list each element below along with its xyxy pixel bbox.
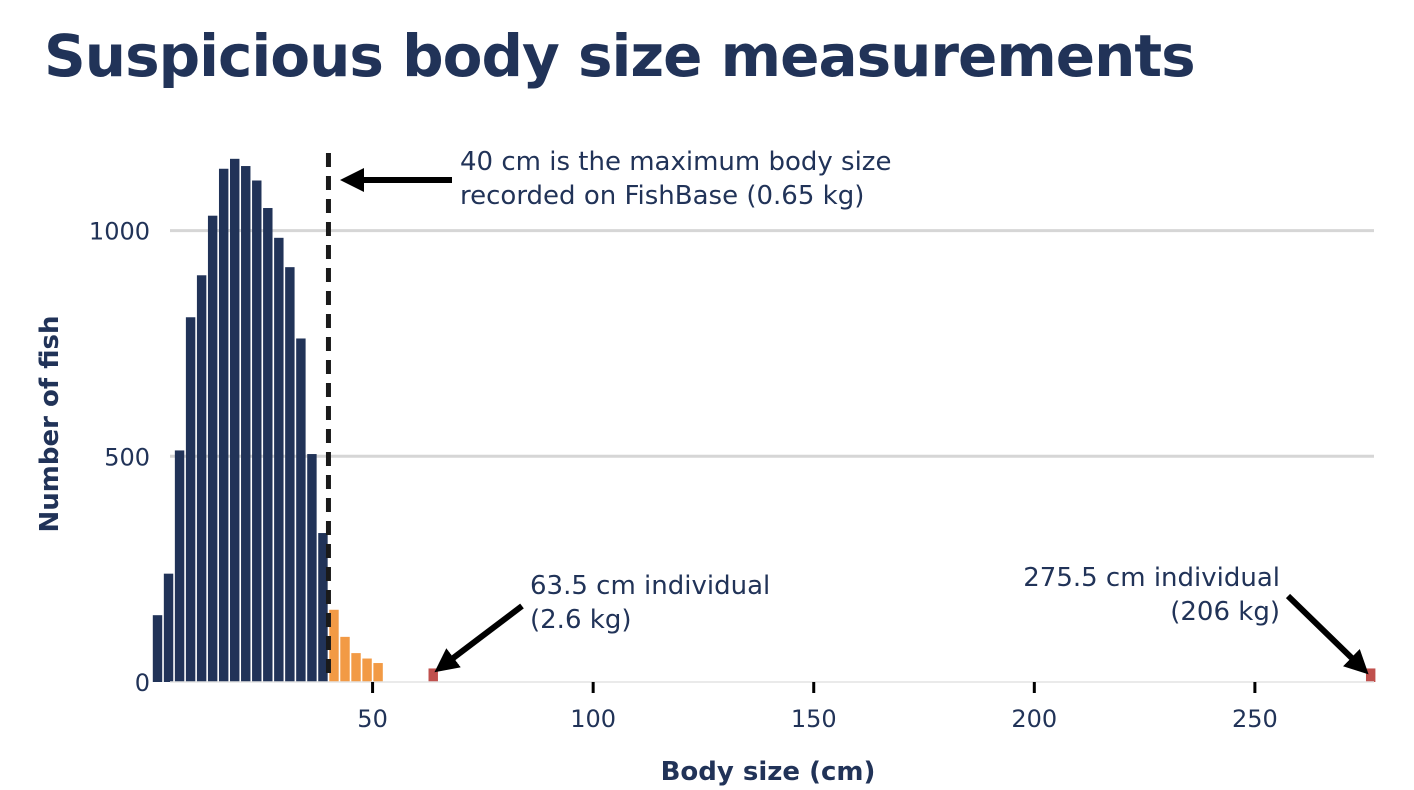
histogram-bar: [185, 317, 196, 682]
histogram-bar: [174, 450, 185, 682]
histogram-bar: [373, 663, 383, 682]
histogram-bar: [285, 267, 295, 682]
histogram-bar: [1365, 668, 1376, 682]
chart-title: Suspicious body size measurements: [44, 22, 1196, 90]
histogram-bar: [152, 615, 163, 682]
histogram-bar: [196, 275, 207, 682]
annotation-text-1: 40 cm is the maximum body size recorded o…: [460, 147, 891, 211]
histogram-bar: [241, 166, 251, 682]
x-tick-label-250: 250: [1232, 705, 1278, 733]
x-tick-label-50: 50: [357, 705, 388, 733]
x-tick-label-100: 100: [570, 705, 616, 733]
y-axis-title: Number of fish: [35, 316, 65, 533]
x-axis-title: Body size (cm): [661, 757, 876, 787]
annotations: 40 cm is the maximum body size recorded o…: [340, 147, 1369, 675]
histogram-bar: [207, 215, 218, 682]
annotation-text-2: 63.5 cm individual (2.6 kg): [530, 571, 770, 635]
histogram-bar: [362, 658, 372, 682]
histogram-bar: [230, 158, 240, 683]
gridlines: [170, 229, 1374, 458]
histogram-bar: [329, 609, 339, 682]
histogram-bar: [252, 180, 262, 683]
annotation-arrow-2: [434, 603, 524, 673]
histogram-bars: [152, 158, 1376, 683]
histogram-bar: [263, 208, 273, 682]
histogram-bar: [318, 533, 328, 682]
histogram-bar: [218, 168, 229, 682]
histogram-bar: [307, 454, 317, 682]
x-tick-label-150: 150: [791, 705, 837, 733]
y-tick-label-1000: 1000: [89, 218, 150, 246]
histogram-bar: [351, 653, 361, 682]
histogram-bar: [340, 636, 350, 682]
annotation-arrow-3: [1285, 593, 1369, 675]
histogram-bar: [296, 338, 306, 682]
axes: 0 500 1000 50 100 150 200 250: [89, 218, 1374, 733]
histogram-bar: [274, 237, 284, 682]
y-tick-label-0: 0: [135, 669, 150, 697]
annotation-text-3: 275.5 cm individual (206 kg): [1023, 563, 1280, 627]
y-tick-label-500: 500: [104, 443, 150, 471]
histogram-bar: [163, 573, 174, 682]
histogram-bar: [428, 668, 438, 682]
x-tick-label-200: 200: [1011, 705, 1057, 733]
